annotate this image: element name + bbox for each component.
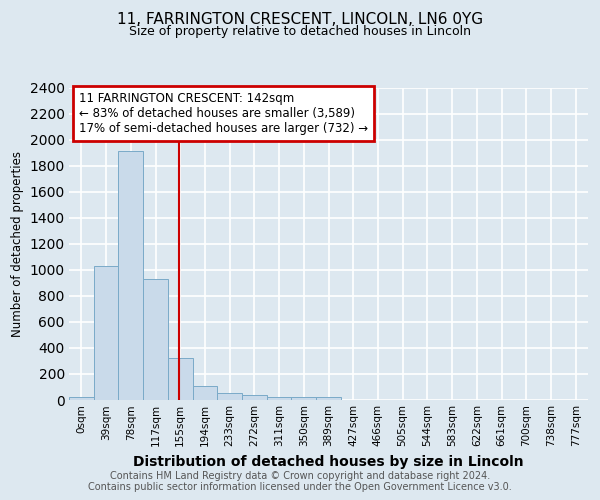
Y-axis label: Number of detached properties: Number of detached properties — [11, 151, 24, 337]
Bar — [217, 393, 242, 400]
Bar — [69, 398, 94, 400]
Text: Contains HM Land Registry data © Crown copyright and database right 2024.
Contai: Contains HM Land Registry data © Crown c… — [88, 471, 512, 492]
Text: 11, FARRINGTON CRESCENT, LINCOLN, LN6 0YG: 11, FARRINGTON CRESCENT, LINCOLN, LN6 0Y… — [117, 12, 483, 28]
Bar — [168, 358, 193, 400]
Text: 11 FARRINGTON CRESCENT: 142sqm
← 83% of detached houses are smaller (3,589)
17% : 11 FARRINGTON CRESCENT: 142sqm ← 83% of … — [79, 92, 368, 135]
Bar — [242, 396, 267, 400]
Bar — [316, 398, 341, 400]
Bar — [94, 266, 118, 400]
Text: Size of property relative to detached houses in Lincoln: Size of property relative to detached ho… — [129, 25, 471, 38]
Bar — [118, 152, 143, 400]
Bar — [193, 386, 217, 400]
Bar — [143, 279, 168, 400]
X-axis label: Distribution of detached houses by size in Lincoln: Distribution of detached houses by size … — [133, 454, 524, 468]
Bar — [267, 396, 292, 400]
Bar — [292, 396, 316, 400]
